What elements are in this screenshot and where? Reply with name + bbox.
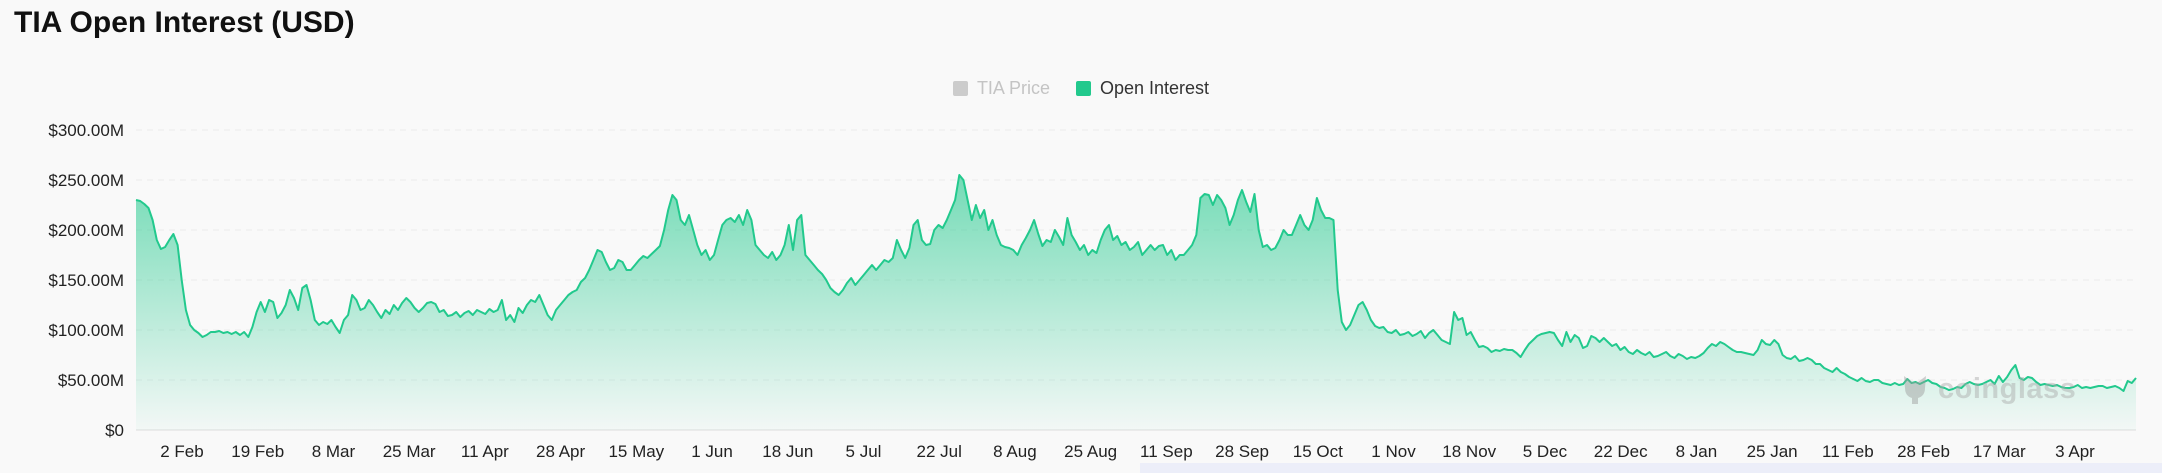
- coinglass-watermark: coinglass: [1900, 372, 2076, 406]
- x-tick-label: 8 Mar: [312, 442, 356, 461]
- chart-legend: TIA Price Open Interest: [0, 78, 2162, 99]
- x-tick-label: 11 Sep: [1140, 442, 1193, 461]
- page-title: TIA Open Interest (USD): [14, 6, 355, 39]
- x-tick-label: 5 Jul: [846, 442, 882, 461]
- x-tick-label: 28 Sep: [1215, 442, 1269, 461]
- x-tick-label: 1 Jun: [691, 442, 733, 461]
- x-tick-label: 3 Apr: [2055, 442, 2095, 461]
- x-tick-label: 17 Mar: [1973, 442, 2026, 461]
- y-tick-label: $50.00M: [58, 371, 124, 390]
- x-tick-label: 28 Feb: [1897, 442, 1950, 461]
- x-tick-label: 15 Oct: [1293, 442, 1343, 461]
- legend-label-tia-price: TIA Price: [976, 78, 1050, 98]
- x-tick-label: 11 Feb: [1822, 442, 1874, 461]
- bottom-strip: [1140, 463, 2162, 473]
- x-tick-label: 2 Feb: [160, 442, 203, 461]
- legend-item-tia-price[interactable]: TIA Price: [952, 78, 1050, 99]
- x-tick-label: 19 Feb: [231, 442, 284, 461]
- y-axis-labels: $0 $50.00M $100.00M $150.00M $200.00M $250.00…: [48, 121, 124, 440]
- x-tick-label: 22 Jul: [917, 442, 962, 461]
- open-interest-area: [136, 175, 2136, 430]
- y-tick-label: $150.00M: [48, 271, 124, 290]
- x-tick-label: 22 Dec: [1594, 442, 1648, 461]
- x-tick-label: 18 Nov: [1442, 442, 1496, 461]
- y-tick-label: $250.00M: [48, 171, 124, 190]
- x-tick-label: 28 Apr: [536, 442, 585, 461]
- watermark-text: coinglass: [1938, 372, 2077, 405]
- open-interest-line[interactable]: [135, 174, 2137, 392]
- legend-swatch-tia-price: [952, 81, 968, 96]
- x-tick-label: 1 Nov: [1371, 442, 1416, 461]
- x-tick-label: 8 Jan: [1676, 442, 1718, 461]
- x-tick-label: 5 Dec: [1523, 442, 1568, 461]
- y-tick-label: $0: [105, 421, 124, 440]
- x-tick-label: 15 May: [608, 442, 664, 461]
- legend-swatch-open-interest: [1075, 81, 1091, 96]
- coinglass-logo-icon: [1904, 376, 1926, 404]
- x-tick-label: 18 Jun: [762, 442, 813, 461]
- x-tick-label: 25 Jan: [1747, 442, 1798, 461]
- x-tick-label: 8 Aug: [993, 442, 1037, 461]
- x-tick-label: 11 Apr: [461, 442, 509, 461]
- x-axis-labels: 2 Feb 19 Feb 8 Mar 25 Mar 11 Apr 28 Apr 15 May…: [160, 442, 2095, 461]
- x-tick-label: 25 Mar: [383, 442, 436, 461]
- y-tick-label: $100.00M: [48, 321, 124, 340]
- legend-item-open-interest[interactable]: Open Interest: [1075, 78, 1210, 99]
- legend-label-open-interest: Open Interest: [1099, 78, 1210, 98]
- y-tick-label: $200.00M: [48, 221, 124, 240]
- x-tick-label: 25 Aug: [1064, 442, 1117, 461]
- y-tick-label: $300.00M: [48, 121, 124, 140]
